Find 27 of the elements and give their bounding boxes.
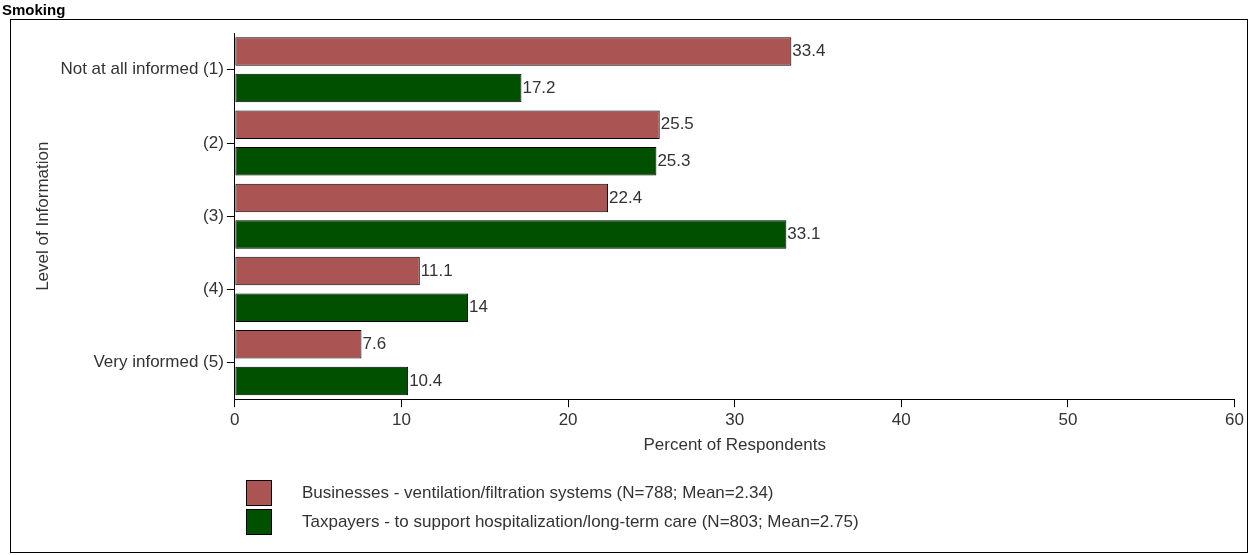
text: Smoking	[2, 1, 66, 18]
y-tick-label: (2)	[203, 132, 224, 152]
data-label: 33.1	[787, 224, 821, 244]
legend-label: Taxpayers - to support hospitalization/long-term care (N=803; Mean=2.75)	[302, 511, 859, 532]
legend-label: Businesses - ventilation/filtration systems (N=788; Mean=2.34)	[302, 482, 774, 503]
data-label: 10.4	[409, 370, 443, 390]
y-tick-label: Very informed (5)	[93, 352, 224, 372]
data-label: 25.5	[660, 114, 694, 134]
y-tick-label: (3)	[203, 205, 224, 225]
x-axis-title: Percent of Respondents	[643, 435, 826, 455]
y-tick-label: (4)	[203, 279, 224, 299]
x-tick-label: 40	[891, 410, 911, 430]
x-tick-label: 20	[558, 410, 578, 430]
data-label: 14	[469, 297, 489, 317]
data-label: 33.4	[792, 41, 826, 61]
x-tick-label: 50	[1058, 410, 1078, 430]
x-tick-label: 10	[392, 410, 411, 430]
data-label: 17.2	[522, 77, 556, 97]
x-tick-label: 30	[725, 410, 745, 430]
data-label: 22.4	[609, 187, 643, 207]
y-tick-label: Not at all informed (1)	[60, 59, 224, 79]
x-tick-label: 0	[230, 410, 240, 430]
data-label: 25.3	[657, 150, 691, 170]
x-tick-label: 60	[1225, 410, 1245, 430]
data-label: 11.1	[420, 260, 453, 280]
data-label: 7.6	[362, 333, 387, 353]
y-axis-title: Level of Information	[32, 141, 52, 291]
